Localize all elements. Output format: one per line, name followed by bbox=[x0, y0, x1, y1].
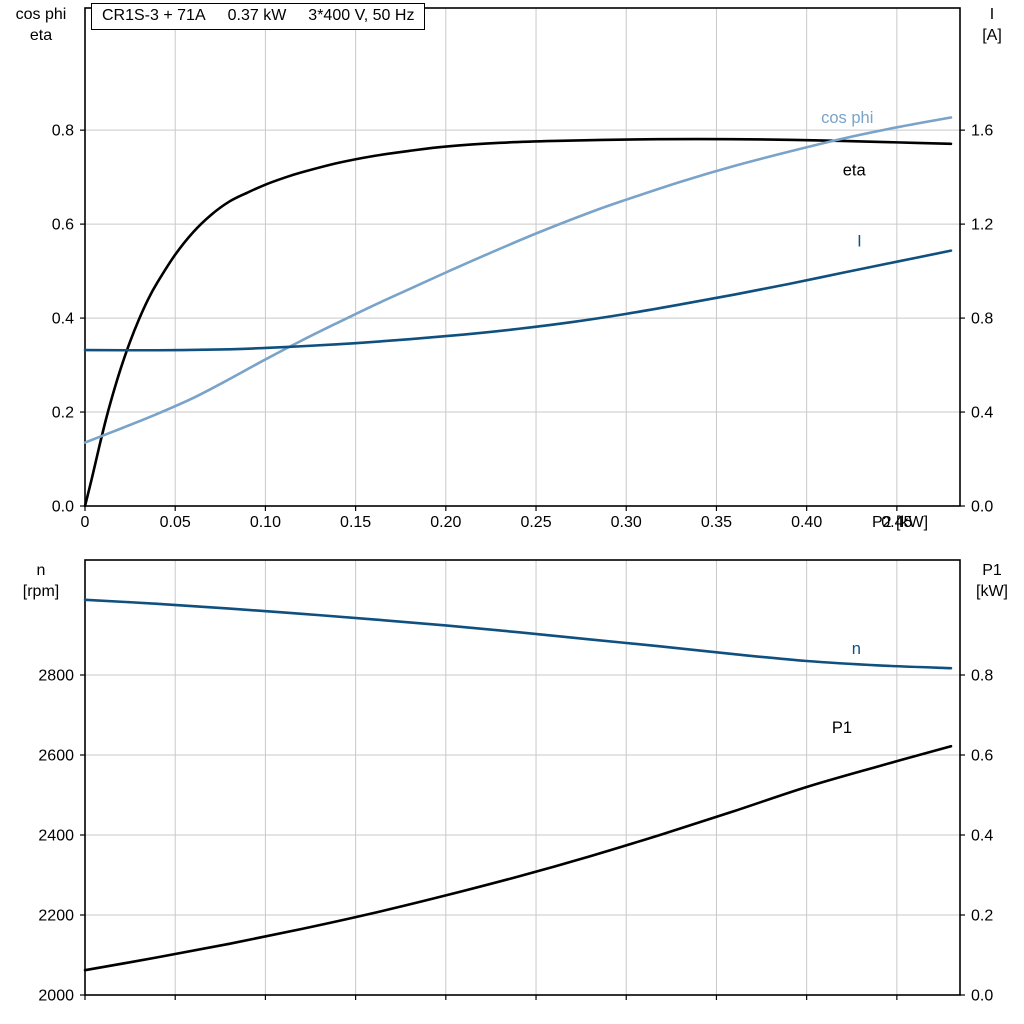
x-axis-title: P2 [kW] bbox=[872, 514, 929, 531]
left-tick-label: 0.4 bbox=[52, 311, 74, 328]
left-tick-label: 2400 bbox=[38, 828, 74, 845]
top-left-axis-title: cos phi eta bbox=[2, 4, 80, 46]
right-tick-label: 0.4 bbox=[971, 828, 993, 845]
title-box: CR1S-3 + 71A 0.37 kW 3*400 V, 50 Hz bbox=[91, 3, 426, 30]
right-axis-title-line2: [kW] bbox=[976, 583, 1008, 600]
series-path-I bbox=[83, 249, 953, 352]
series-label-I: I bbox=[857, 232, 862, 250]
series-label-cos-phi: cos phi bbox=[821, 109, 873, 127]
title-voltage: 3*400 V, 50 Hz bbox=[308, 7, 415, 24]
left-axis-title-line1: n bbox=[36, 562, 46, 579]
left-axis-title-line2: eta bbox=[29, 27, 53, 44]
x-tick-label: 0.05 bbox=[160, 514, 191, 531]
x-tick-label: 0.20 bbox=[430, 514, 461, 531]
left-tick-label: 0.8 bbox=[52, 123, 74, 140]
right-tick-label: 0.4 bbox=[971, 405, 993, 422]
left-axis-title-line2: [rpm] bbox=[22, 583, 60, 600]
x-tick-label: 0.15 bbox=[340, 514, 371, 531]
right-tick-label: 0.0 bbox=[971, 499, 993, 516]
left-tick-label: 0.6 bbox=[52, 217, 74, 234]
x-tick-label: 0.35 bbox=[701, 514, 732, 531]
bottom-plot: 2000 2200 2400 2600 2800 0.0 0.2 0.4 0.6 0.8 n P1 bbox=[38, 559, 993, 1005]
right-tick-label: 0.8 bbox=[971, 668, 993, 685]
right-tick-label: 0.8 bbox=[971, 311, 993, 328]
right-axis-title-line1: P1 bbox=[982, 562, 1002, 579]
x-tick-label: 0.40 bbox=[791, 514, 822, 531]
right-axis-title-line1: I bbox=[989, 6, 995, 23]
series-label-n: n bbox=[852, 640, 861, 658]
top-right-axis-title: I [A] bbox=[966, 4, 1018, 46]
left-tick-label: 2600 bbox=[38, 748, 74, 765]
bottom-right-axis-title: P1 [kW] bbox=[966, 560, 1018, 602]
bottom-left-axis-title: n [rpm] bbox=[2, 560, 80, 602]
series-path-P1 bbox=[83, 744, 953, 972]
x-tick-label: 0.25 bbox=[520, 514, 551, 531]
right-tick-label: 1.2 bbox=[971, 217, 993, 234]
series-label-P1: P1 bbox=[832, 719, 852, 737]
title-power: 0.37 kW bbox=[227, 7, 287, 24]
series-path-eta bbox=[83, 137, 953, 508]
plot-border bbox=[84, 7, 961, 507]
plot-border bbox=[84, 559, 961, 996]
right-tick-label: 0.2 bbox=[971, 908, 993, 925]
right-tick-label: 0.0 bbox=[971, 988, 993, 1005]
x-tick-label: 0.30 bbox=[611, 514, 642, 531]
left-tick-label: 0.0 bbox=[52, 499, 74, 516]
series-path-cos-phi bbox=[83, 116, 953, 444]
left-tick-label: 2800 bbox=[38, 668, 74, 685]
series-path-n bbox=[83, 598, 953, 670]
right-axis-title-line2: [A] bbox=[982, 27, 1002, 44]
top-plot: 0 0.05 0.10 0.15 0.20 0.25 0.30 0.35 0.40 0.45 0.0… bbox=[52, 7, 993, 531]
title-model: CR1S-3 + 71A bbox=[102, 7, 206, 24]
right-tick-label: 1.6 bbox=[971, 123, 993, 140]
left-tick-label: 2200 bbox=[38, 908, 74, 925]
left-axis-title-line1: cos phi bbox=[15, 6, 67, 23]
series-label-eta: eta bbox=[843, 161, 867, 179]
left-tick-label: 0.2 bbox=[52, 405, 74, 422]
x-tick-label: 0 bbox=[81, 514, 90, 531]
x-tick-label: 0.45 bbox=[881, 514, 912, 531]
x-tick-label: 0.10 bbox=[250, 514, 281, 531]
left-tick-label: 2000 bbox=[38, 988, 74, 1005]
right-tick-label: 0.6 bbox=[971, 748, 993, 765]
